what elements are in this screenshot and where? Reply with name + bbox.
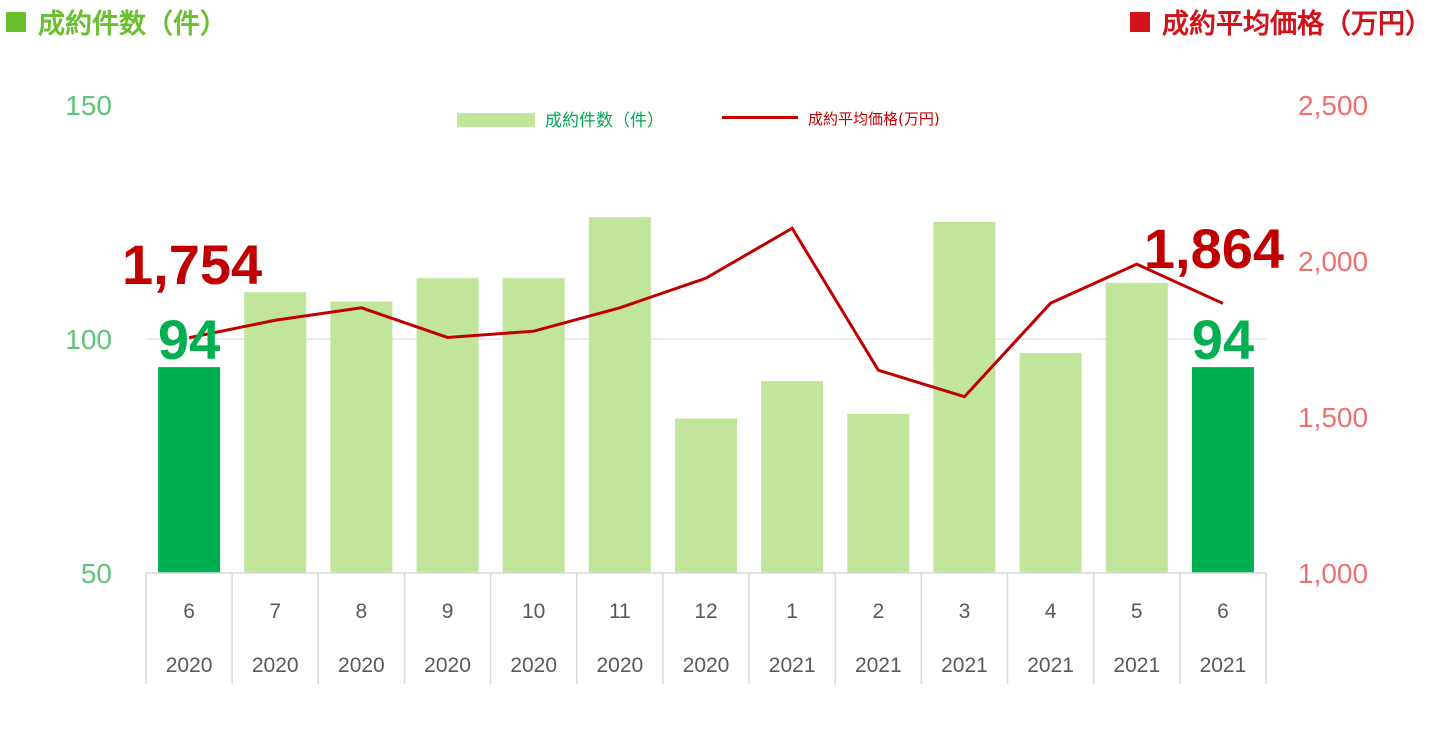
x-tick-year: 2021 xyxy=(941,654,988,677)
last-price-label: 1,864 xyxy=(1144,217,1284,280)
legend-count-label: 成約件数（件） xyxy=(545,111,664,131)
bar xyxy=(675,418,737,573)
bar xyxy=(244,292,307,573)
bar xyxy=(158,367,221,573)
bar xyxy=(761,381,824,573)
x-tick-month: 6 xyxy=(1217,600,1229,623)
price-line xyxy=(188,226,1224,399)
x-tick-year: 2021 xyxy=(769,654,816,677)
bar xyxy=(1191,367,1254,573)
x-tick-year: 2020 xyxy=(166,654,213,677)
bar xyxy=(1105,282,1168,573)
x-tick-year: 2021 xyxy=(1113,654,1160,677)
bar xyxy=(416,278,479,573)
x-tick-year: 2020 xyxy=(683,654,730,677)
last-count-label: 94 xyxy=(1192,308,1254,371)
x-tick-month: 7 xyxy=(269,600,281,623)
bar xyxy=(847,413,910,573)
x-tick-month: 12 xyxy=(694,600,717,623)
x-tick-year: 2021 xyxy=(1200,654,1247,677)
x-tick-month: 2 xyxy=(872,600,884,623)
right-axis-header: 成約平均価格（万円） xyxy=(1130,2,1432,41)
legend-item-count: 成約件数（件） xyxy=(457,106,664,131)
x-tick-year: 2020 xyxy=(596,654,643,677)
x-tick-month: 1 xyxy=(786,600,798,623)
left-axis-header: 成約件数（件） xyxy=(6,2,227,41)
left-axis-tick: 50 xyxy=(81,558,112,589)
bar xyxy=(330,301,393,573)
x-tick-month: 4 xyxy=(1045,600,1057,623)
right-axis-tick: 1,000 xyxy=(1298,558,1368,589)
x-tick-year: 2020 xyxy=(510,654,557,677)
left-axis-header-text: 成約件数（件） xyxy=(38,9,227,40)
x-tick-year: 2021 xyxy=(1027,654,1074,677)
legend-bar-swatch xyxy=(457,113,535,127)
legend-item-price: 成約平均価格(万円) xyxy=(722,108,940,129)
legend-line-swatch xyxy=(722,116,798,119)
legend-price-label: 成約平均価格(万円) xyxy=(808,110,940,128)
green-square-icon xyxy=(6,12,26,32)
bar xyxy=(502,278,565,573)
left-axis-tick: 150 xyxy=(65,90,112,121)
x-tick-month: 5 xyxy=(1131,600,1143,623)
x-tick-month: 10 xyxy=(522,600,545,623)
bar xyxy=(588,217,651,573)
x-tick-month: 11 xyxy=(609,600,631,623)
first-count-label: 94 xyxy=(158,308,220,371)
bar xyxy=(1019,353,1082,573)
right-axis-tick: 2,000 xyxy=(1298,246,1368,277)
x-tick-month: 3 xyxy=(959,600,971,623)
x-tick-year: 2020 xyxy=(252,654,299,677)
right-axis-tick: 1,500 xyxy=(1298,402,1368,433)
red-square-icon xyxy=(1130,12,1150,32)
x-tick-year: 2021 xyxy=(855,654,902,677)
x-tick-month: 8 xyxy=(356,600,368,623)
right-axis-header-text: 成約平均価格（万円） xyxy=(1162,9,1432,40)
left-axis-tick: 100 xyxy=(65,324,112,355)
x-tick-year: 2020 xyxy=(424,654,471,677)
x-tick-month: 9 xyxy=(442,600,454,623)
first-price-label: 1,754 xyxy=(122,233,262,296)
x-tick-year: 2020 xyxy=(338,654,385,677)
x-tick-month: 6 xyxy=(183,600,195,623)
right-axis-tick: 2,500 xyxy=(1298,90,1368,121)
